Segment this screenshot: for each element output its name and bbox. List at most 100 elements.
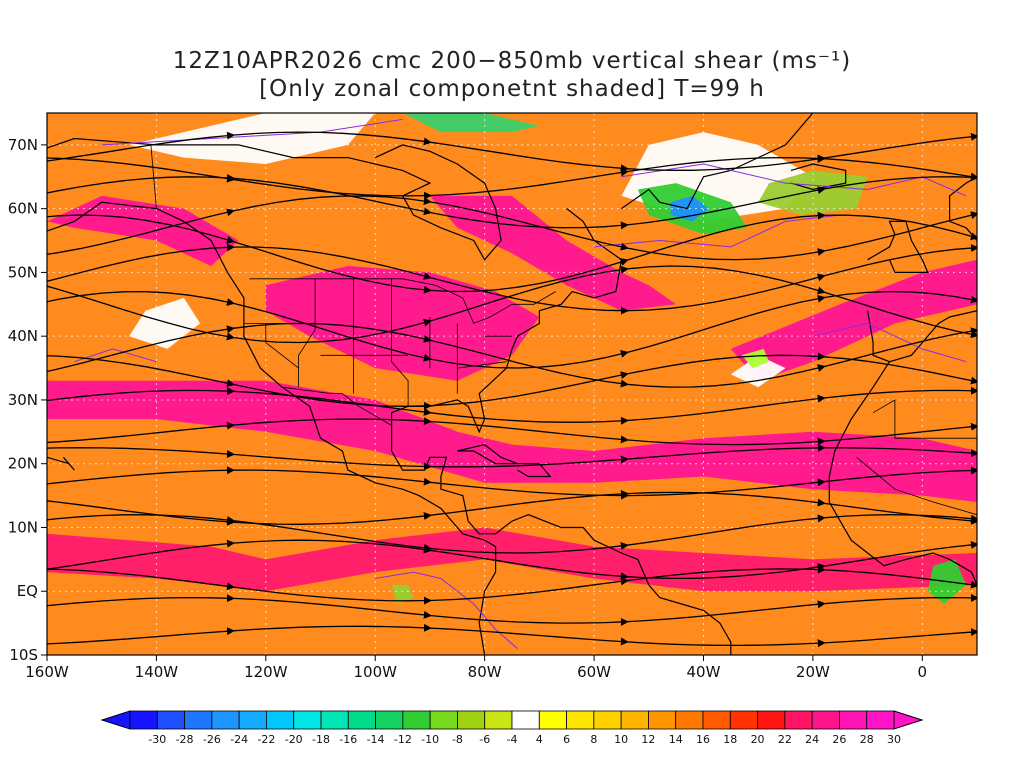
streamline <box>626 563 826 580</box>
streamline <box>429 420 629 444</box>
streamline <box>429 614 629 626</box>
political-border <box>150 144 157 209</box>
coastline-segment <box>47 456 75 471</box>
shear-shade-region <box>47 380 977 502</box>
colorbar-level-label: 30 <box>887 733 901 746</box>
colorbar-swatch <box>729 710 758 730</box>
streamline <box>626 394 826 422</box>
shear-contour <box>74 348 157 363</box>
streamline <box>232 131 432 146</box>
streamline <box>429 549 629 581</box>
streamline <box>626 639 826 648</box>
streamline <box>429 541 629 554</box>
streamline <box>47 157 235 183</box>
colorbar-level-label: 14 <box>669 733 683 746</box>
coastline-segment <box>47 137 502 261</box>
streamline <box>823 244 977 277</box>
streamline <box>47 421 235 444</box>
streamlines <box>47 131 977 648</box>
streamline <box>47 447 235 458</box>
streamline <box>232 390 432 416</box>
colorbar-swatch <box>784 710 813 730</box>
shear-shade-region <box>391 584 414 604</box>
streamline <box>823 514 977 523</box>
streamline <box>232 318 432 344</box>
streamline <box>232 453 432 471</box>
streamline <box>47 355 235 388</box>
colorbar-level-label: -22 <box>257 733 275 746</box>
shear-shade-region <box>429 195 677 311</box>
colorbar-level-label: -20 <box>285 733 303 746</box>
colorbar-level-label: 26 <box>832 733 846 746</box>
colorbar-swatch <box>184 710 213 730</box>
streamline <box>823 447 977 458</box>
colorbar-level-label: 10 <box>614 733 628 746</box>
streamline <box>232 246 432 280</box>
streamline <box>47 325 235 373</box>
streamline <box>823 502 977 525</box>
colorbar-level-label: 20 <box>751 733 765 746</box>
streamline <box>232 512 432 525</box>
streamline <box>626 273 826 312</box>
colorbar-swatch <box>839 710 868 730</box>
x-tick-label: 60W <box>577 663 611 681</box>
coastline-segment <box>867 310 977 363</box>
colorbar-level-label: -26 <box>203 733 221 746</box>
streamline <box>47 594 235 607</box>
colorbar-swatch <box>129 710 158 730</box>
streamline <box>823 214 977 241</box>
x-tick-label: 160W <box>25 663 69 681</box>
political-border <box>872 399 977 439</box>
streamline <box>823 290 977 304</box>
coastline-segment <box>949 176 977 241</box>
colorbar-level-label: -24 <box>230 733 248 746</box>
colorbar-level-label: 6 <box>563 733 570 746</box>
streamline <box>823 211 977 252</box>
map-axes: 160W 140W 120W 100W 80W 60W 40W 20W 0 70N 60N 50N 40… <box>8 136 927 681</box>
streamline <box>429 265 629 322</box>
streamline <box>823 540 977 567</box>
streamline <box>626 364 826 388</box>
x-tick-label: 0 <box>918 663 928 681</box>
colorbar-swatch <box>866 710 895 730</box>
shear-shade-region <box>129 113 376 164</box>
streamline <box>47 291 235 306</box>
streamline <box>626 565 826 582</box>
colorbar-level-label: 12 <box>641 733 655 746</box>
colorbar-level-label: 8 <box>590 733 597 746</box>
shear-shade-region <box>47 195 239 266</box>
colorbar-swatch <box>266 710 295 730</box>
streamline <box>232 302 432 362</box>
streamline <box>626 437 826 446</box>
shear-shade-region <box>730 259 977 381</box>
colorbar-swatch <box>484 710 513 730</box>
political-border <box>265 323 299 369</box>
colorbar: -30 -28 -26 -24 -22 -20 -18 -16 -14 -12 -10 -8 -6 -4 4… <box>100 710 924 746</box>
colorbar-swatch <box>566 710 595 730</box>
streamline <box>823 422 977 442</box>
colorbar-swatch <box>648 710 677 730</box>
colorbar-swatch <box>375 710 404 730</box>
y-tick-label: 10N <box>8 518 38 536</box>
colorbar-level-label: 22 <box>778 733 792 746</box>
streamline <box>429 201 629 251</box>
x-tick-label: 40W <box>687 663 721 681</box>
streamline <box>823 628 977 644</box>
shear-shade-region <box>129 297 201 349</box>
shear-contour <box>621 163 967 197</box>
streamline <box>429 577 629 602</box>
streamline <box>626 491 826 507</box>
shear-contour <box>594 214 841 248</box>
streamline <box>232 240 432 294</box>
streamline <box>823 593 977 605</box>
shear-shade-region <box>402 113 540 133</box>
colorbar-level-label: 18 <box>723 733 737 746</box>
shear-contour <box>101 118 403 146</box>
political-border <box>856 456 977 516</box>
streamline <box>232 178 432 200</box>
colorbar-swatch <box>293 710 322 730</box>
streamline <box>232 623 432 632</box>
streamline <box>429 627 629 646</box>
streamline <box>47 131 235 162</box>
streamline <box>47 285 235 341</box>
